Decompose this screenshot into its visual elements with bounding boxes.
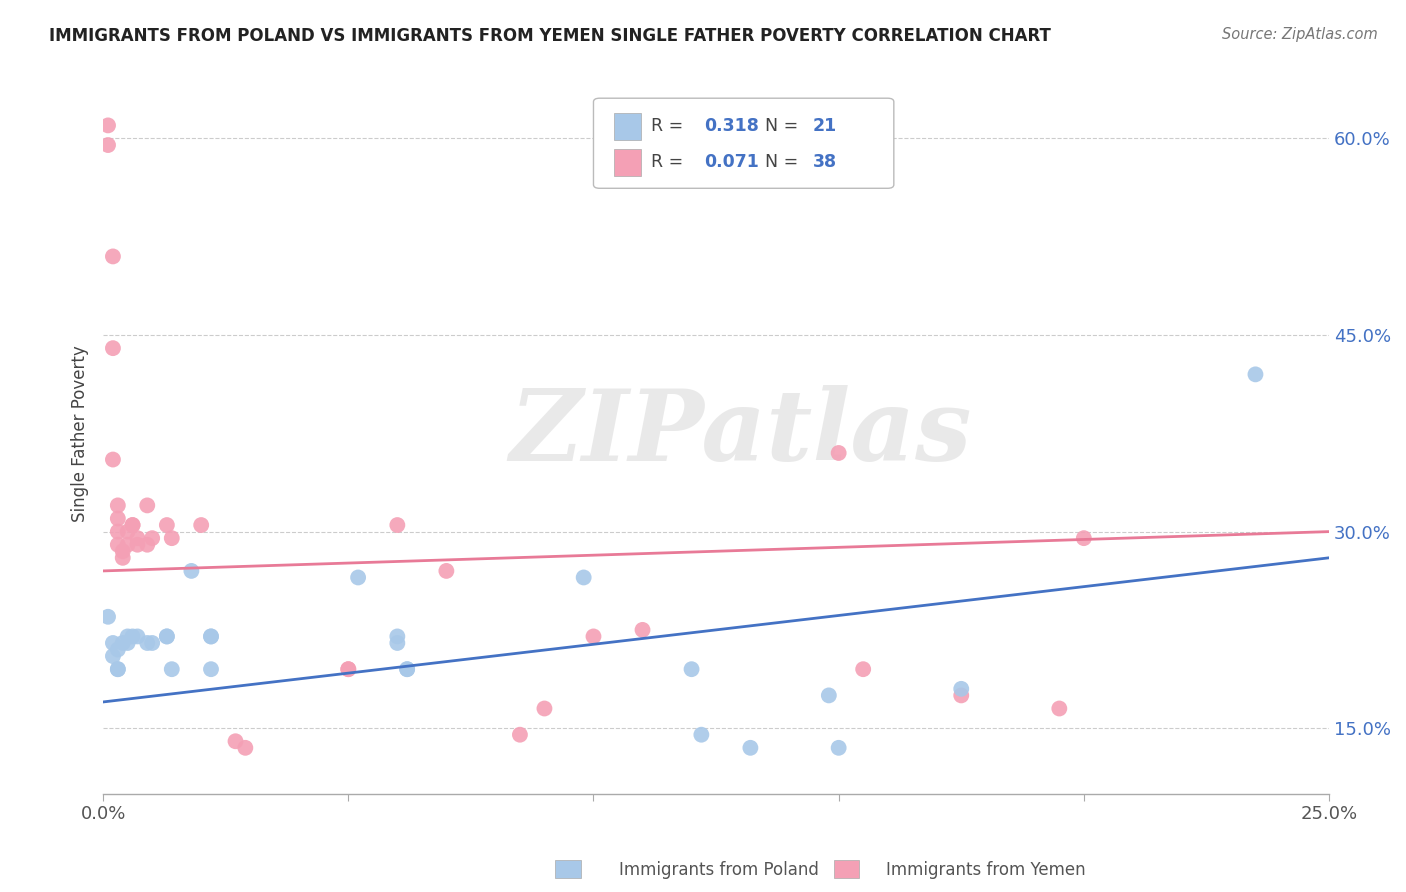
Text: Immigrants from Poland: Immigrants from Poland (619, 861, 818, 879)
Point (572, 570, 595, 584)
Point (337, 662, 360, 676)
Point (97, 119, 120, 133)
Point (631, 623, 654, 637)
Point (950, 689, 973, 703)
Text: R =: R = (651, 153, 683, 171)
Point (233, 740, 256, 755)
Point (740, 740, 762, 755)
Text: R =: R = (651, 117, 683, 135)
Point (156, 518, 179, 533)
Point (127, 531, 149, 545)
Point (121, 518, 143, 533)
Point (1244, 368, 1267, 382)
Point (101, 249, 124, 263)
Text: 38: 38 (813, 153, 837, 171)
Point (200, 629, 222, 643)
Text: N =: N = (765, 153, 799, 171)
Point (107, 499, 129, 513)
Point (690, 728, 713, 742)
Point (180, 564, 202, 578)
Point (127, 538, 149, 552)
Point (136, 499, 159, 513)
Point (107, 642, 129, 657)
Point (121, 629, 143, 643)
Point (136, 636, 159, 650)
Text: IMMIGRANTS FROM POLAND VS IMMIGRANTS FROM YEMEN SINGLE FATHER POVERTY CORRELATIO: IMMIGRANTS FROM POLAND VS IMMIGRANTS FRO… (49, 27, 1052, 45)
Point (111, 544, 134, 558)
Point (97, 609, 120, 624)
Point (396, 662, 419, 676)
Point (117, 538, 139, 552)
Point (160, 531, 183, 545)
Point (111, 636, 134, 650)
Bar (614, 149, 641, 176)
Y-axis label: Single Father Poverty: Single Father Poverty (72, 345, 89, 522)
Point (117, 636, 139, 650)
Point (509, 728, 531, 742)
Point (101, 649, 124, 664)
Point (101, 341, 124, 355)
Point (818, 689, 841, 703)
Bar (614, 112, 641, 140)
Point (387, 518, 409, 533)
Point (387, 629, 409, 643)
Point (200, 629, 222, 643)
Point (127, 629, 149, 643)
Point (107, 662, 129, 676)
Point (117, 629, 139, 643)
Point (107, 524, 129, 539)
Point (347, 570, 370, 584)
Point (190, 518, 212, 533)
Point (827, 446, 849, 460)
Point (141, 531, 163, 545)
Point (582, 629, 605, 643)
Text: 0.318: 0.318 (704, 117, 759, 135)
Point (1047, 701, 1070, 715)
Text: Immigrants from Yemen: Immigrants from Yemen (886, 861, 1085, 879)
Point (121, 518, 143, 533)
Point (117, 524, 139, 539)
Point (107, 538, 129, 552)
Point (111, 550, 134, 565)
Point (136, 538, 159, 552)
FancyBboxPatch shape (593, 98, 894, 188)
Point (156, 629, 179, 643)
Point (434, 564, 457, 578)
Text: Source: ZipAtlas.com: Source: ZipAtlas.com (1222, 27, 1378, 42)
Point (396, 662, 419, 676)
Text: N =: N = (765, 117, 799, 135)
Point (533, 701, 555, 715)
Point (225, 734, 247, 748)
Point (107, 511, 129, 525)
Point (681, 662, 703, 676)
Point (852, 662, 875, 676)
Point (141, 636, 163, 650)
Point (200, 662, 222, 676)
Text: 0.071: 0.071 (704, 153, 759, 171)
Point (337, 662, 360, 676)
Point (101, 636, 124, 650)
Point (387, 636, 409, 650)
Point (101, 452, 124, 467)
Point (827, 740, 849, 755)
Point (1073, 531, 1095, 545)
Point (950, 681, 973, 696)
Point (160, 662, 183, 676)
Text: ZIPatlas: ZIPatlas (509, 385, 972, 482)
Point (107, 662, 129, 676)
Point (156, 629, 179, 643)
Text: 21: 21 (813, 117, 837, 135)
Point (97, 138, 120, 153)
